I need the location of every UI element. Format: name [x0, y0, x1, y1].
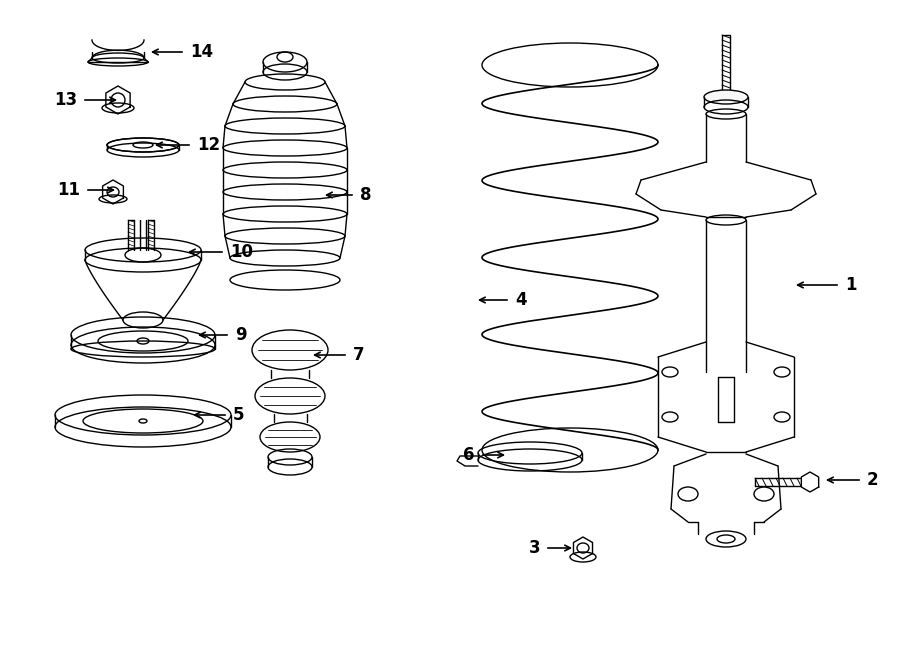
- Text: 7: 7: [353, 346, 364, 364]
- Text: 13: 13: [54, 91, 77, 109]
- Text: 12: 12: [197, 136, 220, 154]
- Text: 9: 9: [235, 326, 247, 344]
- Text: 11: 11: [57, 181, 80, 199]
- Text: 4: 4: [515, 291, 526, 309]
- Text: 8: 8: [360, 186, 372, 204]
- Text: 10: 10: [230, 243, 253, 261]
- Text: 5: 5: [233, 406, 245, 424]
- Text: 2: 2: [867, 471, 878, 489]
- Text: 6: 6: [464, 446, 475, 464]
- Ellipse shape: [704, 90, 748, 104]
- Text: 14: 14: [190, 43, 213, 61]
- Text: 1: 1: [845, 276, 857, 294]
- Text: 3: 3: [528, 539, 540, 557]
